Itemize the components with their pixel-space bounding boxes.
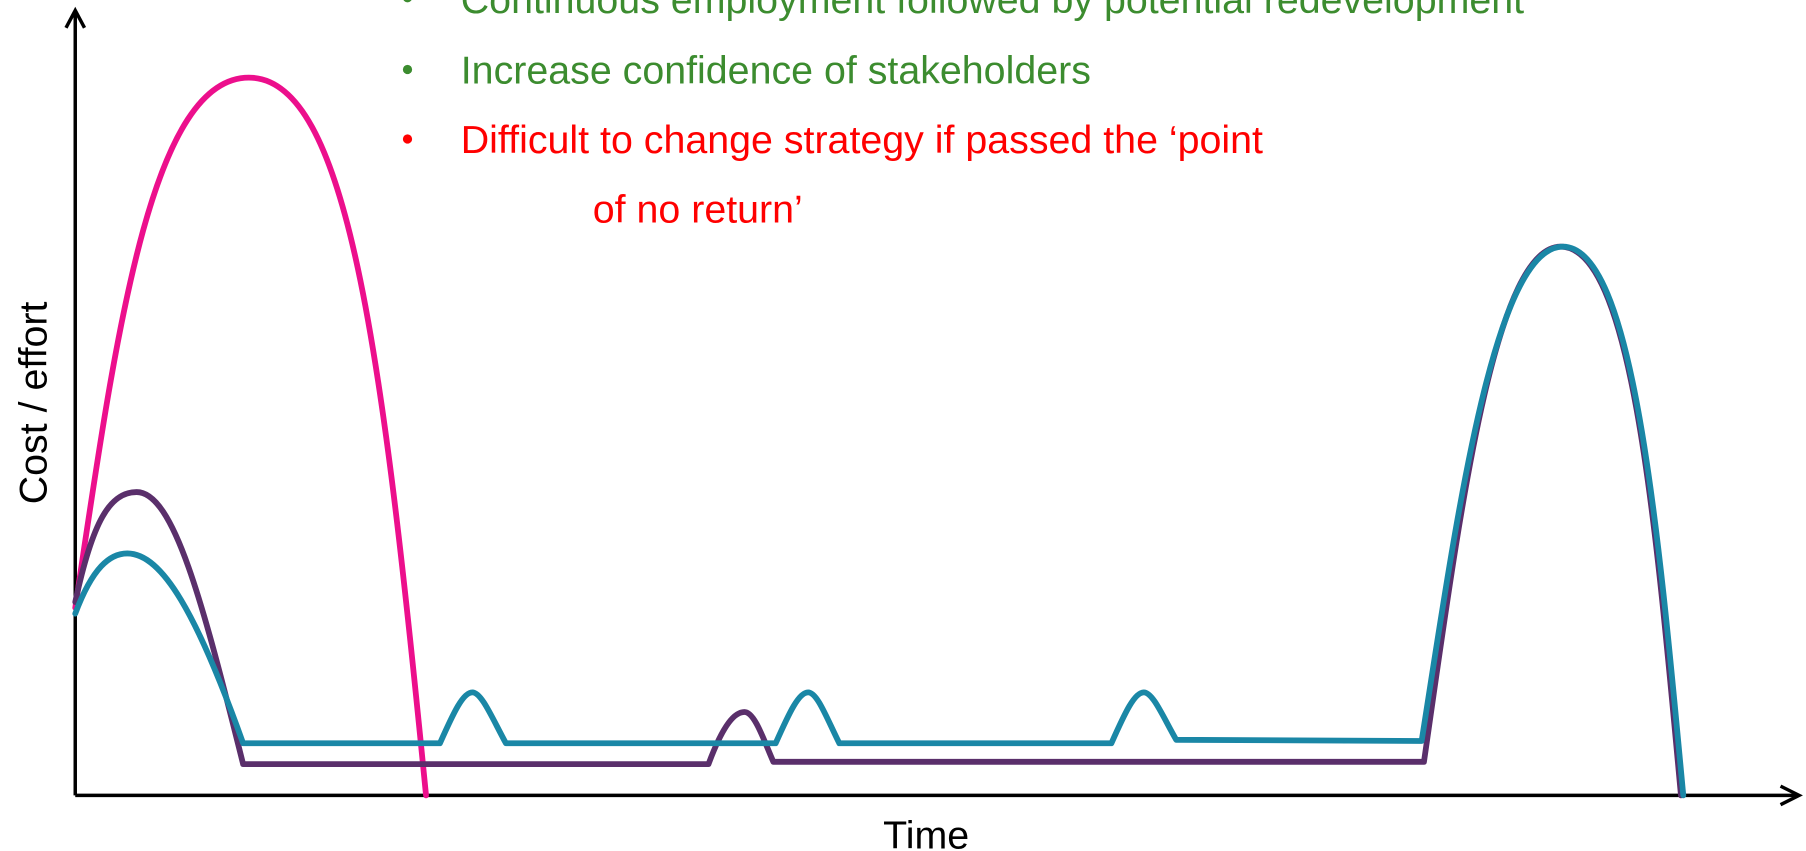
bullet-marker	[402, 134, 413, 144]
bullet-marker	[402, 64, 413, 75]
x-axis-arrow	[1779, 784, 1803, 807]
x-axis-label: Time	[883, 814, 969, 851]
purple-curve	[72, 243, 1684, 799]
bullet-text: Increase confidence of stakeholders	[461, 48, 1091, 92]
bullet-marker	[403, 0, 412, 3]
y-axis-label: Cost / effort	[11, 302, 55, 505]
teal-curve	[72, 243, 1687, 799]
bullet-text: of no return’	[593, 187, 803, 231]
y-axis-arrow	[64, 6, 87, 29]
pink-curve	[72, 74, 429, 799]
bullet-text: Continuous employment followed by potent…	[461, 0, 1524, 22]
bullet-text: Difficult to change strategy if passed t…	[461, 118, 1263, 162]
